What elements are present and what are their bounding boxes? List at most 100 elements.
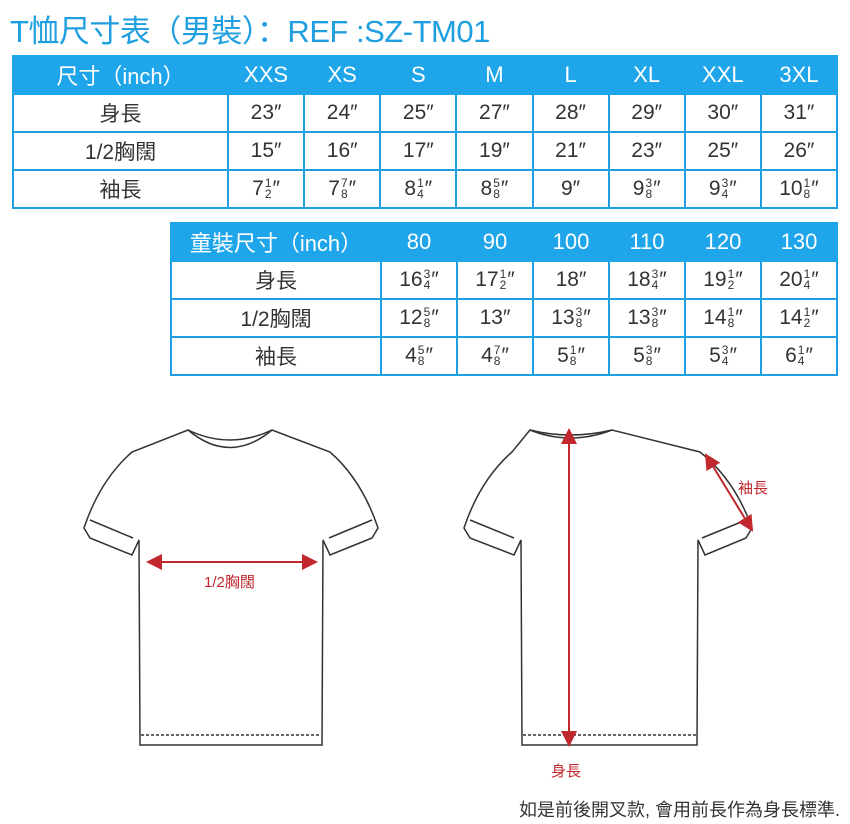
whole-value: 4 — [405, 344, 417, 367]
numerator: 1 — [569, 343, 577, 358]
whole-value: 26″ — [783, 139, 815, 162]
measurement-cell: 24″ — [303, 93, 382, 133]
inch-mark: ″ — [811, 177, 819, 200]
whole-value: 30″ — [707, 101, 739, 124]
numerator: 1 — [417, 176, 424, 191]
table-row: 1/2胸闊 15″ 16″ 17″ 19″ 21″ 23″ 25″ 26″ — [12, 131, 839, 171]
measurement-cell: 9 3 8 ″ — [607, 169, 686, 209]
adult-size-table: 尺寸（inch） XXS XS S M L XL XXL 3XL 身長 23″ 24″ 25″ 27″ 2… — [12, 55, 839, 209]
measurement-cell: 17″ — [379, 131, 458, 171]
length-label: 身長 — [551, 763, 582, 780]
numerator: 3 — [651, 305, 659, 320]
table-row: 1/2胸闊 12 5 8 ″ 13″ 13 3 8 ″ 13 3 8 ″ 14 1 8 ″ 14 1 2 ″ — [170, 298, 838, 338]
whole-value: 23″ — [631, 139, 663, 162]
numerator: 1 — [499, 267, 507, 282]
whole-value: 18″ — [555, 268, 587, 291]
inch-mark: ″ — [735, 306, 743, 329]
denominator: 8 — [575, 316, 583, 331]
measurement-cell: 13 3 8 ″ — [532, 298, 610, 338]
measurement-cell: 15″ — [226, 131, 306, 171]
measurement-cell: 21″ — [531, 131, 610, 171]
size-header: 120 — [684, 222, 762, 262]
whole-value: 20 — [779, 268, 803, 291]
measurement-cell: 5 1 8 ″ — [532, 336, 610, 376]
measurement-cell: 5 3 8 ″ — [608, 336, 686, 376]
denominator: 2 — [499, 278, 507, 293]
size-header: L — [531, 55, 610, 95]
kids-size-table: 童裝尺寸（inch） 80 90 100 110 120 130 身長 16 3 4 ″ 17 1 2 ″ 1… — [170, 222, 838, 376]
size-unit-header: 尺寸（inch） — [12, 55, 229, 95]
inch-mark: ″ — [653, 177, 661, 200]
measurement-cell: 14 1 2 ″ — [760, 298, 838, 338]
measurement-cell: 6 1 4 ″ — [760, 336, 838, 376]
whole-value: 31″ — [783, 101, 815, 124]
denominator: 4 — [721, 187, 729, 202]
inch-mark: ″ — [805, 344, 813, 367]
denominator: 4 — [651, 278, 659, 293]
table-row: 身長 16 3 4 ″ 17 1 2 ″ 18″ 18 3 4 ″ 19 1 2 ″ 20 1 4 ″ — [170, 260, 838, 300]
inch-mark: ″ — [811, 268, 819, 291]
whole-value: 19″ — [479, 139, 510, 162]
row-label: 袖長 — [170, 336, 382, 376]
measurement-cell: 9 3 4 ″ — [683, 169, 762, 209]
whole-value: 17 — [475, 268, 499, 291]
row-label: 袖長 — [12, 169, 229, 209]
whole-value: 16″ — [326, 139, 358, 162]
whole-value: 8 — [480, 177, 493, 200]
size-unit-header: 童裝尺寸（inch） — [170, 222, 382, 262]
size-header: XL — [607, 55, 686, 95]
measurement-cell: 5 3 4 ″ — [684, 336, 762, 376]
measurement-cell: 4 5 8 ″ — [380, 336, 458, 376]
measurement-cell: 8 1 4 ″ — [379, 169, 458, 209]
size-header: 100 — [532, 222, 610, 262]
whole-value: 19 — [703, 268, 727, 291]
denominator: 4 — [797, 354, 805, 369]
numerator: 1 — [803, 176, 811, 191]
whole-value: 23″ — [250, 101, 282, 124]
numerator: 3 — [423, 267, 431, 282]
measurement-cell: 20 1 4 ″ — [760, 260, 838, 300]
measurement-cell: 7 7 8 ″ — [303, 169, 382, 209]
size-header: XXS — [226, 55, 306, 95]
denominator: 8 — [645, 187, 653, 202]
whole-value: 14 — [703, 306, 727, 329]
whole-value: 7 — [328, 177, 340, 200]
whole-value: 5 — [557, 344, 569, 367]
measurement-cell: 25″ — [683, 131, 762, 171]
whole-value: 5 — [633, 344, 645, 367]
row-label: 身長 — [170, 260, 382, 300]
whole-value: 14 — [779, 306, 803, 329]
footnote: 如是前後開叉款, 會用前長作為身長標準. — [518, 800, 840, 820]
denominator: 2 — [803, 316, 811, 331]
numerator: 5 — [493, 176, 500, 191]
size-header: 90 — [456, 222, 534, 262]
measurement-cell: 13 3 8 ″ — [608, 298, 686, 338]
denominator: 4 — [803, 278, 811, 293]
denominator: 8 — [493, 187, 500, 202]
denominator: 4 — [721, 354, 729, 369]
whole-value: 15″ — [250, 139, 282, 162]
size-header: 130 — [760, 222, 838, 262]
size-header: XXL — [683, 55, 762, 95]
inch-mark: ″ — [500, 177, 509, 200]
numerator: 7 — [493, 343, 501, 358]
denominator: 8 — [803, 187, 811, 202]
